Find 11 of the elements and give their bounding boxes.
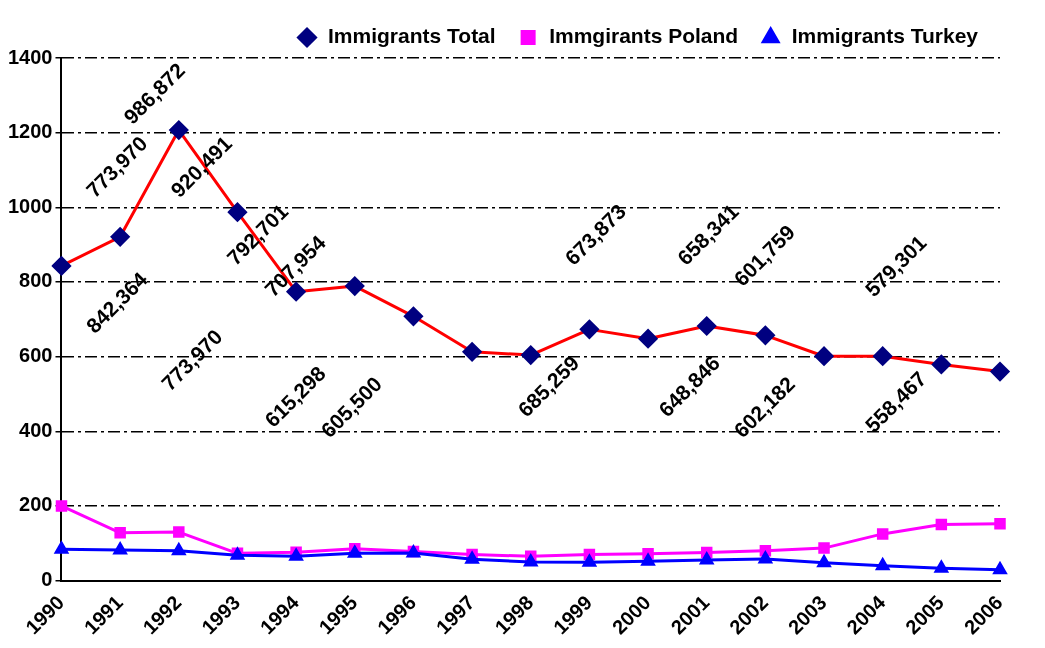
legend-label: Immgirants Poland — [549, 24, 739, 48]
y-tick-label: 400 — [19, 418, 53, 441]
y-tick-label: 0 — [41, 568, 53, 591]
y-tick-label: 200 — [19, 493, 53, 516]
y-tick-label: 1400 — [7, 45, 53, 68]
y-tick-label: 800 — [19, 269, 53, 292]
y-tick-label: 1000 — [7, 194, 53, 217]
y-tick-label: 1200 — [7, 120, 53, 143]
y-tick-label: 600 — [19, 344, 53, 367]
legend-label: Immigrants Total — [328, 24, 496, 48]
legend-label: Immigrants Turkey — [791, 24, 979, 48]
